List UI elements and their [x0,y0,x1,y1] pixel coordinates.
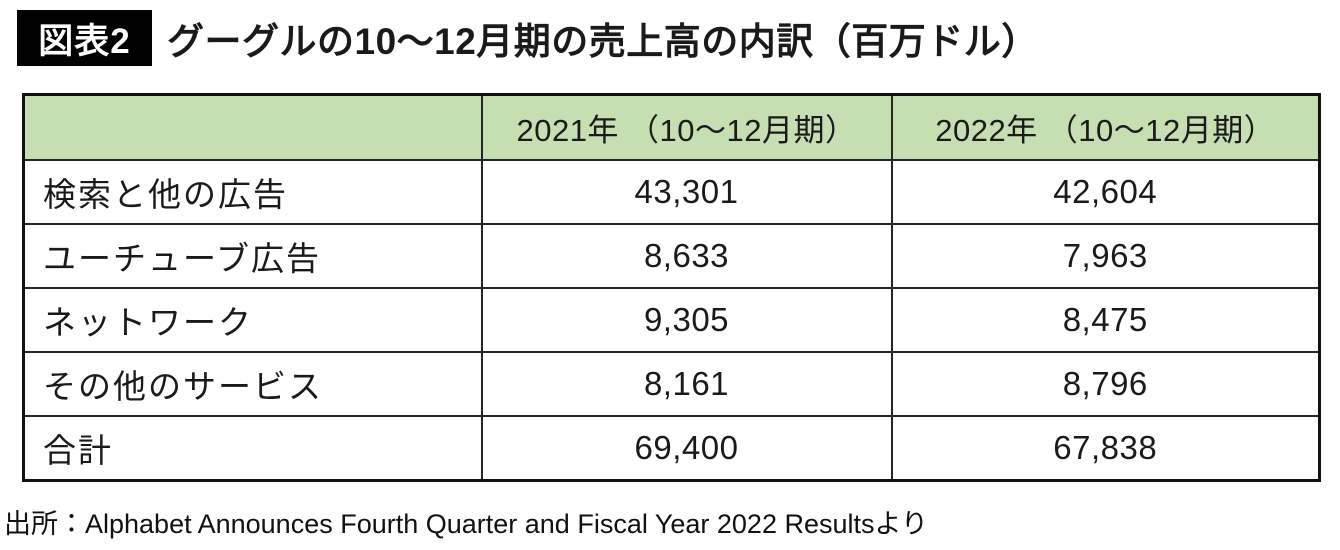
row-label-network: ネットワーク [22,287,483,353]
row-label-total: 合計 [22,415,483,482]
row-label-youtube-ads: ユーチューブ広告 [22,223,483,289]
value-2021-search-ads: 43,301 [480,159,893,225]
figure-number-badge: 図表2 [17,10,152,66]
column-header-2022: 2022年 （10〜12月期） [890,93,1321,161]
header-row: 2021年 （10〜12月期） 2022年 （10〜12月期） [22,93,1321,161]
corner-header-cell [22,93,483,161]
value-2022-search-ads: 42,604 [890,159,1321,225]
value-2021-network: 9,305 [480,287,893,353]
value-2022-other-services: 8,796 [890,351,1321,417]
table-row-total: 合計 69,400 67,838 [22,415,1321,482]
value-2021-youtube-ads: 8,633 [480,223,893,289]
source-note: 出所：Alphabet Announces Fourth Quarter and… [4,509,928,539]
figure-header: 図表2 グーグルの10〜12月期の売上高の内訳（百万ドル） [17,10,1039,66]
table-body: 検索と他の広告 43,301 42,604 ユーチューブ広告 8,633 7,9… [22,159,1321,482]
row-label-other-services: その他のサービス [22,351,483,417]
value-2022-youtube-ads: 7,963 [890,223,1321,289]
revenue-table: 2021年 （10〜12月期） 2022年 （10〜12月期） 検索と他の広告 … [22,93,1321,482]
value-2021-total: 69,400 [480,415,893,482]
table-row: その他のサービス 8,161 8,796 [22,351,1321,417]
table-row: 検索と他の広告 43,301 42,604 [22,159,1321,225]
row-label-search-ads: 検索と他の広告 [22,159,483,225]
table-row: ユーチューブ広告 8,633 7,963 [22,223,1321,289]
table-header: 2021年 （10〜12月期） 2022年 （10〜12月期） [22,93,1321,161]
value-2021-other-services: 8,161 [480,351,893,417]
table-row: ネットワーク 9,305 8,475 [22,287,1321,353]
value-2022-network: 8,475 [890,287,1321,353]
page-title: グーグルの10〜12月期の売上高の内訳（百万ドル） [167,21,1039,62]
column-header-2021: 2021年 （10〜12月期） [480,93,893,161]
value-2022-total: 67,838 [890,415,1321,482]
